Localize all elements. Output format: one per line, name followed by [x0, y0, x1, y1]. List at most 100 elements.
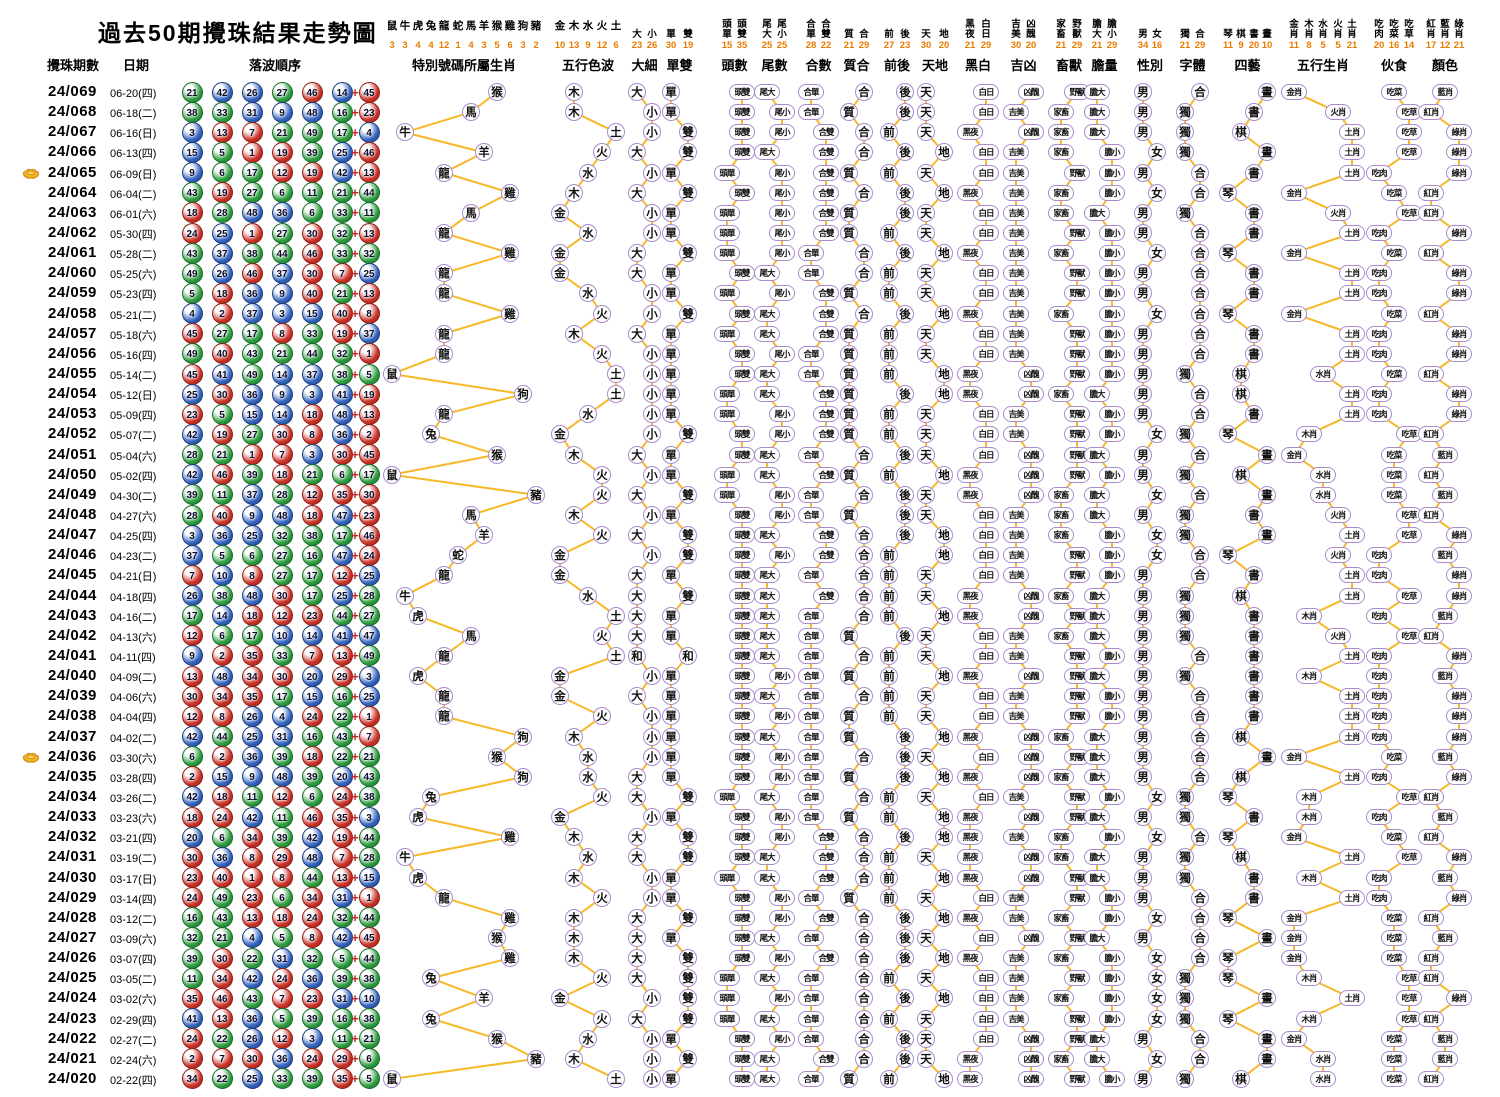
- marker-大細: 大: [628, 949, 646, 968]
- marker-前後: 後: [896, 304, 914, 323]
- marker-五行色波: 土: [607, 1069, 625, 1088]
- marker-字體: 合: [1191, 183, 1209, 202]
- marker-畜獸: 家畜: [1048, 829, 1074, 846]
- subcolumn-label: 天: [921, 29, 931, 40]
- marker-特別號碼所屬生肖: 猴: [488, 445, 506, 464]
- draw-period: 24/061: [48, 244, 97, 262]
- marker-顏色: 紅肖: [1418, 627, 1444, 644]
- marker-性別: 男: [1134, 566, 1152, 585]
- marker-前後: 前: [880, 365, 898, 384]
- marker-膽量: 膽小: [1099, 144, 1125, 161]
- marker-伙食: 吃菜: [1381, 909, 1407, 926]
- marker-五行色波: 木: [565, 103, 583, 122]
- marker-伙食: 吃菜: [1381, 1050, 1407, 1067]
- marker-字體: 獨: [1176, 506, 1194, 524]
- marker-單雙: 單: [662, 808, 680, 827]
- marker-性別: 男: [1134, 83, 1152, 102]
- marker-大細: 小: [643, 284, 661, 303]
- marker-顏色: 綠肖: [1446, 768, 1472, 785]
- marker-黑白: 黑夜: [957, 305, 983, 322]
- subcolumn-label: 大: [632, 29, 642, 40]
- marker-特別號碼所屬生肖: 龍: [435, 646, 453, 665]
- marker-顏色: 綠肖: [1446, 406, 1472, 423]
- marker-字體: 合: [1191, 1029, 1209, 1048]
- marker-黑白: 黑夜: [957, 728, 983, 745]
- marker-吉凶: 凶醜: [1018, 1030, 1044, 1047]
- draw-period: 24/057: [48, 324, 97, 342]
- marker-前後: 後: [896, 445, 914, 464]
- subcolumn-label: 羊: [478, 20, 490, 32]
- marker-四藝: 琴: [1219, 546, 1237, 565]
- marker-天地: 天: [917, 203, 935, 222]
- marker-前後: 後: [896, 506, 914, 524]
- marker-前後: 前: [880, 284, 898, 303]
- marker-顏色: 綠肖: [1446, 386, 1472, 403]
- marker-合數: 合單: [798, 688, 824, 705]
- ball: 18: [301, 504, 323, 526]
- marker-質合: 質: [840, 284, 858, 303]
- marker-字體: 合: [1191, 83, 1209, 102]
- marker-顏色: 綠肖: [1446, 527, 1472, 544]
- ball: 14: [211, 605, 233, 627]
- marker-天地: 天: [917, 123, 935, 142]
- marker-膽量: 膽大: [1084, 929, 1110, 946]
- subcolumn-count: 15: [721, 40, 733, 51]
- marker-四藝: 琴: [1219, 908, 1237, 927]
- marker-前後: 後: [896, 767, 914, 786]
- marker-吉凶: 吉美: [1003, 788, 1029, 805]
- marker-膽量: 膽小: [1099, 990, 1125, 1007]
- marker-大細: 小: [643, 425, 661, 444]
- marker-吉凶: 凶醜: [1018, 587, 1044, 604]
- marker-五行色波: 火: [593, 143, 611, 162]
- marker-合數: 合雙: [813, 325, 839, 342]
- marker-畜獸: 家畜: [1048, 184, 1074, 201]
- marker-頭數: 頭單: [714, 788, 740, 805]
- marker-單雙: 單: [662, 103, 680, 122]
- marker-五行色波: 火: [593, 526, 611, 545]
- marker-四藝: 畫: [1258, 1029, 1276, 1048]
- subcolumn-count: 29: [1194, 40, 1206, 51]
- subcolumn-label: 火 肖: [1333, 19, 1343, 40]
- ball: 17: [241, 323, 263, 345]
- marker-顏色: 藍肖: [1432, 668, 1458, 685]
- ball: 21: [181, 81, 203, 103]
- marker-頭數: 頭雙: [729, 627, 755, 644]
- marker-尾數: 尾大: [754, 607, 780, 624]
- marker-畜獸: 野獸: [1064, 1010, 1090, 1027]
- ball: 38: [301, 524, 323, 546]
- marker-字體: 合: [1191, 385, 1209, 404]
- marker-單雙: 單: [662, 163, 680, 182]
- subcolumn-count: 21: [1346, 40, 1358, 51]
- marker-前後: 前: [880, 808, 898, 827]
- marker-五行色波: 火: [593, 344, 611, 363]
- marker-吉凶: 吉美: [1003, 527, 1029, 544]
- subcolumn-count: 5: [1320, 40, 1326, 51]
- ball: 26: [241, 81, 263, 103]
- draw-date: 04-23(二): [110, 551, 157, 564]
- plus-sign: +: [351, 104, 359, 120]
- marker-天地: 天: [917, 1009, 935, 1028]
- marker-五行色波: 火: [593, 626, 611, 645]
- marker-顏色: 綠肖: [1446, 587, 1472, 604]
- marker-單雙: 單: [662, 405, 680, 424]
- marker-伙食: 吃菜: [1381, 245, 1407, 262]
- marker-單雙: 雙: [679, 949, 697, 968]
- marker-性別: 男: [1134, 465, 1152, 484]
- marker-前後: 前: [880, 646, 898, 665]
- marker-質合: 合: [855, 868, 873, 887]
- marker-前後: 前: [880, 425, 898, 444]
- marker-顏色: 藍肖: [1432, 748, 1458, 765]
- plus-sign: +: [351, 567, 359, 583]
- marker-性別: 男: [1134, 767, 1152, 786]
- ball: 33: [211, 101, 233, 123]
- subcolumn-count: 29: [980, 40, 992, 51]
- subcolumn-count: 6: [507, 40, 513, 51]
- marker-顏色: 紅肖: [1418, 788, 1444, 805]
- marker-伙食: 吃肉: [1366, 386, 1392, 403]
- marker-頭數: 頭雙: [729, 829, 755, 846]
- marker-大細: 大: [628, 83, 646, 102]
- marker-黑白: 白日: [973, 507, 999, 523]
- marker-性別: 男: [1134, 324, 1152, 343]
- subcolumn-label: 後: [900, 29, 910, 40]
